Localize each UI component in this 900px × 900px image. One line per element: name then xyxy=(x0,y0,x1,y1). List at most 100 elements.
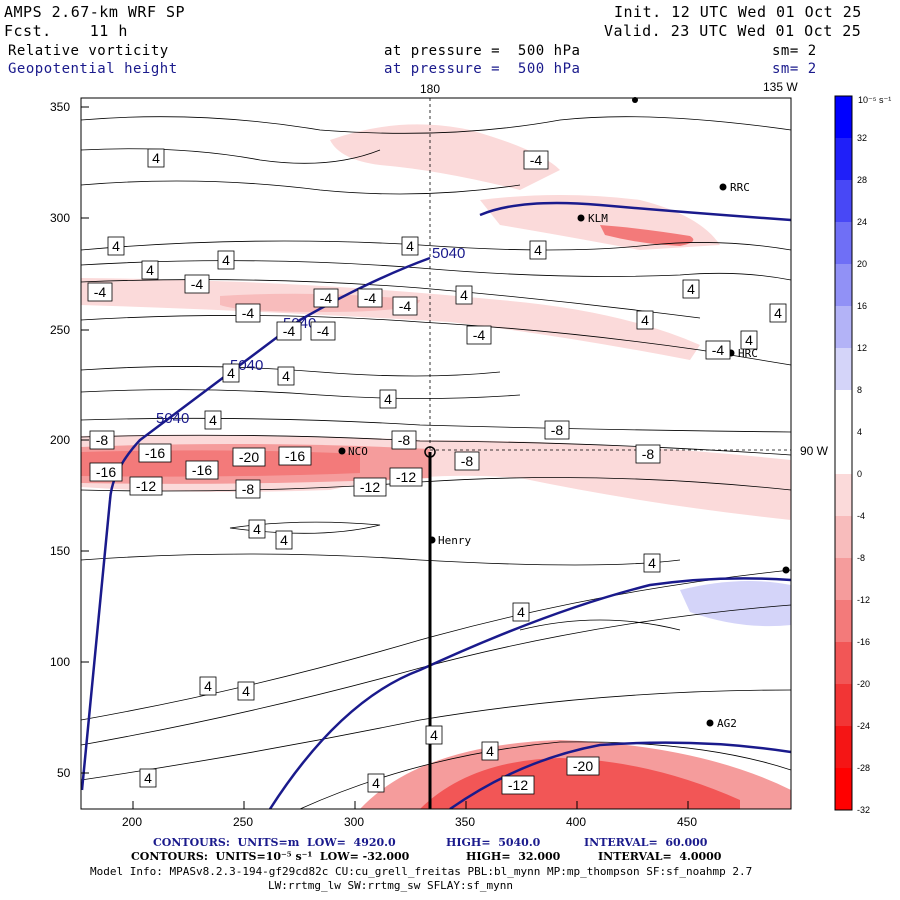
field2-level: at pressure = 500 hPa xyxy=(384,61,581,77)
vorticity-contours xyxy=(81,116,791,809)
vorticity-label-positive-box xyxy=(512,602,530,622)
vorticity-label-positive-box xyxy=(425,725,443,745)
colorbar-label: -20 xyxy=(857,679,870,689)
field2-name: Geopotential height xyxy=(8,61,178,77)
station-marker[interactable] xyxy=(428,536,436,544)
vorticity-label-negative-box xyxy=(89,430,115,450)
vorticity-label-positive-box xyxy=(682,279,700,299)
field1-smoothing: sm= 2 xyxy=(772,43,817,59)
vorticity-label-negative-box xyxy=(87,282,113,302)
colorbar-label: -12 xyxy=(857,595,870,605)
vorticity-label-negative: -8 xyxy=(242,481,255,497)
vorticity-label-positive: 4 xyxy=(460,287,468,303)
station-marker[interactable] xyxy=(632,97,638,103)
station-label: AG2 xyxy=(717,717,737,730)
shading-positive-patch xyxy=(680,581,791,627)
vorticity-label-negative-box xyxy=(276,321,302,341)
station-marker[interactable] xyxy=(782,566,790,574)
vorticity-label-positive-box xyxy=(237,681,255,701)
colorbar-label: -8 xyxy=(857,553,865,563)
colorbar-swatch xyxy=(835,390,852,433)
field1-level: at pressure = 500 hPa xyxy=(384,43,581,59)
x-axis-labels: 200 250 300 350 400 450 xyxy=(122,815,697,829)
vorticity-label-negative: -4 xyxy=(191,276,204,292)
footer-height-interval: INTERVAL= 60.000 xyxy=(584,836,708,849)
colorbar-swatch xyxy=(835,516,852,559)
stations: RRC KLM HRC NCO Henry AG2 xyxy=(338,97,790,730)
forecast-hour: Fcst. 11 h xyxy=(4,22,128,40)
vorticity-label-negative-box xyxy=(391,430,417,450)
y-tick-label: 250 xyxy=(50,323,70,337)
vorticity-label-negative: -4 xyxy=(283,323,296,339)
vorticity-label-negative: -4 xyxy=(364,290,377,306)
vorticity-label-positive: 4 xyxy=(152,150,160,166)
vorticity-label-positive: 4 xyxy=(209,412,217,428)
shading-north xyxy=(330,124,560,190)
footer-model-info-2: LW:rrtmg_lw SW:rrtmg_sw SFLAY:sf_mynn xyxy=(268,879,514,892)
south-pole-marker xyxy=(424,446,436,458)
plot-frame xyxy=(80,97,792,810)
colorbar-label: -4 xyxy=(857,511,865,521)
vorticity-label-positive: 4 xyxy=(534,242,542,258)
vorticity-label-negative: -20 xyxy=(239,449,259,465)
vorticity-label-positive: 4 xyxy=(641,312,649,328)
vorticity-label-negative-box xyxy=(389,467,423,487)
vorticity-label-negative: -16 xyxy=(96,464,116,480)
station-marker[interactable] xyxy=(706,719,714,727)
vorticity-label-positive: 4 xyxy=(242,683,250,699)
vorticity-label-negative-box xyxy=(129,476,163,496)
station-label: HRC xyxy=(738,347,758,360)
x-tick-label: 350 xyxy=(455,815,475,829)
colorbar-swatch xyxy=(835,432,852,475)
y-axis-labels: 350 300 250 200 150 100 50 xyxy=(50,100,71,780)
station-marker[interactable] xyxy=(719,183,727,191)
x-tick-label: 200 xyxy=(122,815,142,829)
vorticity-label-negative: -16 xyxy=(285,448,305,464)
y-tick-label: 100 xyxy=(50,655,70,669)
vorticity-label-positive: 4 xyxy=(227,365,235,381)
colorbar-swatch xyxy=(835,558,852,601)
footer-height-high: HIGH= 5040.0 xyxy=(446,836,541,849)
colorbar-label: 24 xyxy=(857,217,867,227)
colorbar-label: -28 xyxy=(857,763,870,773)
vorticity-label-negative-box xyxy=(138,443,172,463)
station-marker[interactable] xyxy=(338,447,346,455)
colorbar-swatch xyxy=(835,726,852,769)
vorticity-label-negative-box xyxy=(89,462,123,482)
station-marker[interactable] xyxy=(577,214,585,222)
colorbar-label: -16 xyxy=(857,637,870,647)
y-tick-label: 350 xyxy=(50,100,70,114)
vorticity-label-negative: -8 xyxy=(461,453,474,469)
model-title: AMPS 2.67-km WRF SP xyxy=(4,3,186,21)
vorticity-label-negative-box xyxy=(185,460,219,480)
meridian-180-label: 180 xyxy=(420,82,440,96)
vorticity-label-negative-box xyxy=(235,479,261,499)
vorticity-label-positive: 4 xyxy=(774,305,782,321)
vorticity-label-positive: 4 xyxy=(282,368,290,384)
colorbar-frame xyxy=(834,95,853,811)
vorticity-label-positive-box xyxy=(275,530,293,550)
vorticity-label-positive-box xyxy=(769,303,787,323)
vorticity-label-positive: 4 xyxy=(253,521,261,537)
shading-south-core xyxy=(420,758,740,809)
vorticity-label-negative-box xyxy=(466,325,492,345)
colorbar-swatch xyxy=(835,348,852,391)
vorticity-label-positive: 4 xyxy=(406,238,414,254)
vorticity-label-negative: -4 xyxy=(399,298,412,314)
vorticity-label-negative-box xyxy=(705,340,731,360)
vorticity-label-positive-box xyxy=(107,236,125,256)
colorbar-swatch xyxy=(835,306,852,349)
vorticity-label-negative: -8 xyxy=(551,422,564,438)
vorticity-label-positive: 4 xyxy=(280,532,288,548)
vorticity-label-negative-box xyxy=(184,274,210,294)
vorticity-label-positive-box xyxy=(740,330,758,350)
init-time: Init. 12 UTC Wed 01 Oct 25 xyxy=(614,3,862,21)
footer-model-info: Model Info: MPASv8.2.3-194-gf29cd82c CU:… xyxy=(90,865,753,878)
colorbar-label: 16 xyxy=(857,301,867,311)
colorbar-label: 28 xyxy=(857,175,867,185)
vorticity-label-negative-box xyxy=(454,451,480,471)
vorticity-label-negative: -12 xyxy=(136,478,156,494)
footer-vort-interval: INTERVAL= 4.0000 xyxy=(598,850,722,863)
x-tick-label: 250 xyxy=(233,815,253,829)
